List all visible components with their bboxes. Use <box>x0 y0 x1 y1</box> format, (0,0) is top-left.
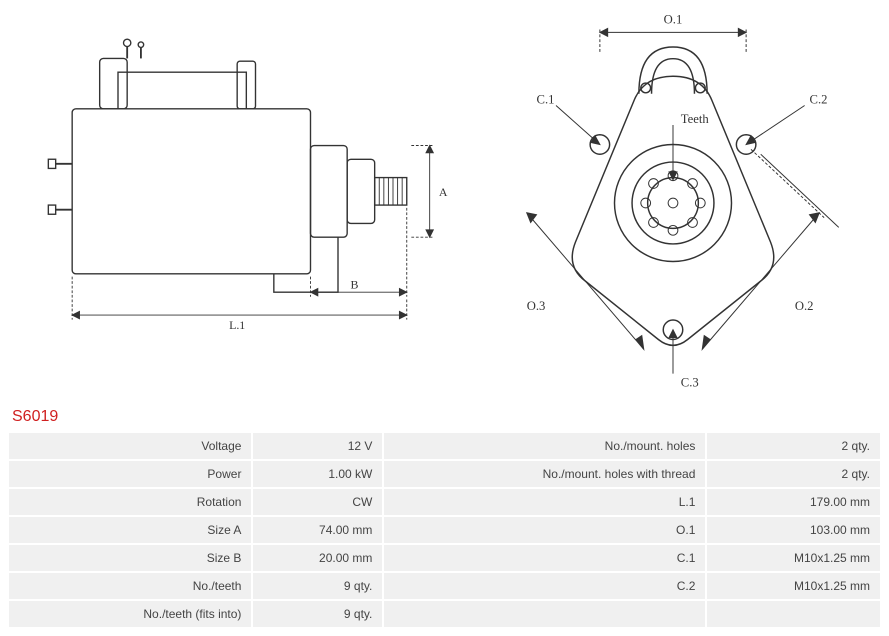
spec-label: Voltage <box>8 432 252 460</box>
spec-label: L.1 <box>383 488 706 516</box>
spec-value: 20.00 mm <box>252 544 383 572</box>
dim-label-a: A <box>439 185 448 199</box>
spec-value: 179.00 mm <box>706 488 881 516</box>
spec-label: No./mount. holes with thread <box>383 460 706 488</box>
spec-row: No./teeth (fits into)9 qty. <box>8 600 881 628</box>
spec-value: 9 qty. <box>252 600 383 628</box>
dim-label-o1: O.1 <box>664 13 683 27</box>
spec-value: 12 V <box>252 432 383 460</box>
spec-row: Size A74.00 mmO.1103.00 mm <box>8 516 881 544</box>
spec-row: No./teeth9 qty.C.2M10x1.25 mm <box>8 572 881 600</box>
spec-label <box>383 600 706 628</box>
spec-label: Size A <box>8 516 252 544</box>
spec-label: No./mount. holes <box>383 432 706 460</box>
front-view-diagram: O.1 C.1 C.2 C.3 Teeth O.2 O.3 <box>468 8 881 398</box>
dim-label-l1: L.1 <box>229 318 245 332</box>
spec-label: Power <box>8 460 252 488</box>
spec-value: 74.00 mm <box>252 516 383 544</box>
spec-table: Voltage12 VNo./mount. holes2 qty.Power1.… <box>8 432 881 628</box>
spec-value: M10x1.25 mm <box>706 572 881 600</box>
dim-label-o2: O.2 <box>795 299 814 313</box>
spec-value: CW <box>252 488 383 516</box>
spec-value: 2 qty. <box>706 460 881 488</box>
dim-label-c3: C.3 <box>681 375 699 389</box>
dim-label-c1: C.1 <box>537 93 555 107</box>
dim-label-b: B <box>351 278 359 292</box>
spec-label: No./teeth (fits into) <box>8 600 252 628</box>
spec-value: 1.00 kW <box>252 460 383 488</box>
dim-label-o3: O.3 <box>527 299 546 313</box>
spec-value: 9 qty. <box>252 572 383 600</box>
diagram-row: A B L.1 <box>8 8 881 398</box>
spec-label: C.2 <box>383 572 706 600</box>
spec-row: Power1.00 kWNo./mount. holes with thread… <box>8 460 881 488</box>
spec-label: Rotation <box>8 488 252 516</box>
spec-row: Size B20.00 mmC.1M10x1.25 mm <box>8 544 881 572</box>
spec-value: 2 qty. <box>706 432 881 460</box>
spec-value: M10x1.25 mm <box>706 544 881 572</box>
part-number: S6019 <box>12 408 881 426</box>
spec-label: O.1 <box>383 516 706 544</box>
dim-label-c2: C.2 <box>810 93 828 107</box>
spec-label: C.1 <box>383 544 706 572</box>
spec-label: Size B <box>8 544 252 572</box>
dim-label-teeth: Teeth <box>681 112 710 126</box>
side-view-diagram: A B L.1 <box>8 8 448 398</box>
spec-row: RotationCWL.1179.00 mm <box>8 488 881 516</box>
spec-row: Voltage12 VNo./mount. holes2 qty. <box>8 432 881 460</box>
spec-value <box>706 600 881 628</box>
spec-label: No./teeth <box>8 572 252 600</box>
spec-value: 103.00 mm <box>706 516 881 544</box>
